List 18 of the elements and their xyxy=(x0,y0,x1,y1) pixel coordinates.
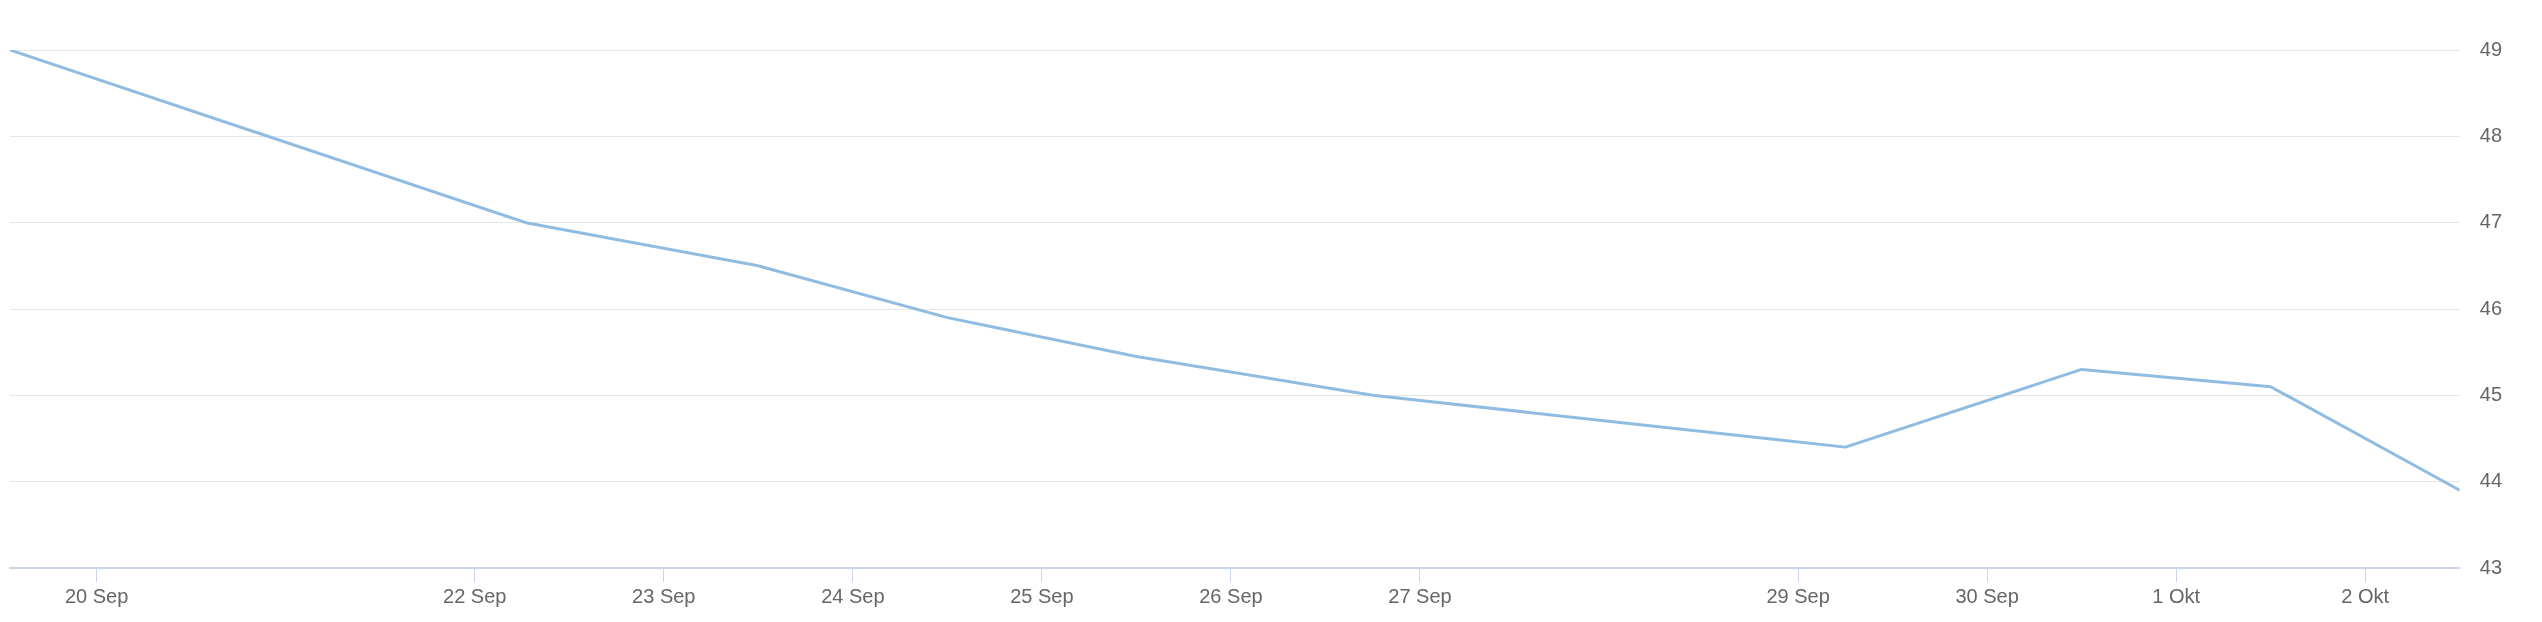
y-tick-label: 43 xyxy=(2479,555,2502,578)
x-tick-label: 22 Sep xyxy=(443,584,507,607)
x-tick-label: 20 Sep xyxy=(64,584,129,607)
y-tick-label: 47 xyxy=(2479,210,2502,233)
x-tick-label: 2 Okt xyxy=(2341,584,2390,607)
y-tick-label: 45 xyxy=(2479,382,2502,405)
x-tick-label: 23 Sep xyxy=(632,584,696,607)
x-tick-label: 1 Okt xyxy=(2152,584,2201,607)
x-tick-label: 25 Sep xyxy=(1010,584,1074,607)
x-tick-label: 26 Sep xyxy=(1199,584,1263,607)
x-tick-label: 30 Sep xyxy=(1955,584,2019,607)
x-tick-label: 27 Sep xyxy=(1388,584,1452,607)
x-tick-label: 24 Sep xyxy=(821,584,885,607)
y-tick-label: 44 xyxy=(2479,469,2502,492)
y-tick-label: 46 xyxy=(2479,296,2502,319)
y-tick-label: 48 xyxy=(2479,123,2502,146)
x-tick-label: 29 Sep xyxy=(1766,584,1830,607)
y-tick-label: 49 xyxy=(2479,37,2502,60)
